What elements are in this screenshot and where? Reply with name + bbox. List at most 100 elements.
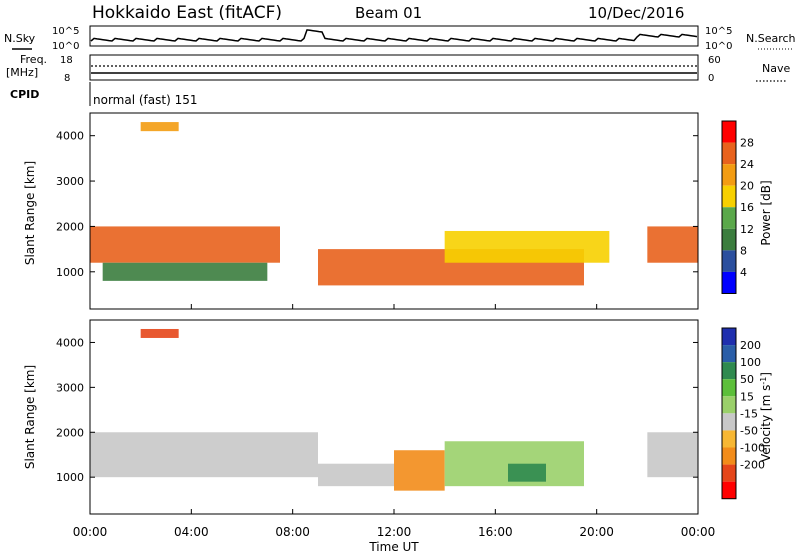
power-colorbar: 4 8 12 16 20 24 28 <box>721 120 754 294</box>
nsearch-tick-top: 10^5 <box>705 26 732 37</box>
colorbar-tick-label: 8 <box>740 244 747 257</box>
cpid-panel: CPID normal (fast) 151 <box>10 82 197 107</box>
colorbar-tick-label: 200 <box>740 339 761 352</box>
date-title: 10/Dec/2016 <box>588 4 684 22</box>
freq-tick-bottom: 8 <box>64 73 70 84</box>
colorbar-swatch <box>722 447 736 465</box>
heatmap-region-4 <box>508 463 546 482</box>
station-title: Hokkaido East (fitACF) <box>92 3 282 23</box>
heatmap-region-5 <box>647 432 698 478</box>
velocity-y-axis: 1000 2000 3000 4000 <box>56 336 698 484</box>
colorbar-swatch <box>722 121 736 143</box>
colorbar-swatch <box>722 362 736 380</box>
x-tick-label: 12:00 <box>377 525 412 539</box>
freq-frame <box>89 54 699 81</box>
x-tick-label: 08:00 <box>275 525 310 539</box>
power-colorbar-label: Power [dB] <box>759 180 773 245</box>
heatmap-region-4 <box>647 226 698 263</box>
colorbar-tick-label: -50 <box>740 424 758 437</box>
colorbar-swatch <box>722 396 736 414</box>
heatmap-region-3 <box>444 230 610 263</box>
heatmap-region-5 <box>140 122 179 132</box>
colorbar-swatch <box>722 481 736 499</box>
colorbar-tick-label: -100 <box>740 442 765 455</box>
power-y-axis: 1000 2000 3000 4000 <box>56 130 698 279</box>
heatmap-region-6 <box>140 328 179 338</box>
colorbar-swatch <box>722 207 736 229</box>
colorbar-swatch <box>722 413 736 431</box>
colorbar-tick-label: 12 <box>740 223 754 236</box>
velocity-ylabel: Slant Range [km] <box>23 365 37 469</box>
y-tick-label: 1000 <box>56 471 84 484</box>
colorbar-tick-label: 4 <box>740 266 747 279</box>
nsky-tick-top: 10^5 <box>52 26 79 37</box>
colorbar-tick-label: 24 <box>740 158 754 171</box>
velocity-heatmap <box>90 328 698 491</box>
power-x-axis <box>89 304 699 309</box>
y-tick-label: 2000 <box>56 220 84 233</box>
freq-tick-top: 18 <box>60 55 73 66</box>
velocity-colorbar: 200 100 50 15 -15 -50 -100 -200 <box>721 327 765 500</box>
colorbar-frame <box>721 327 737 500</box>
y-tick-label: 2000 <box>56 426 84 439</box>
x-tick-label: 20:00 <box>579 525 614 539</box>
colorbar-tick-label: 16 <box>740 201 754 214</box>
colorbar-swatch <box>722 228 736 251</box>
colorbar-swatch <box>722 164 736 186</box>
nsearch-label: N.Search <box>746 32 796 45</box>
nsearch-tick-bottom: 10^0 <box>705 41 732 52</box>
velocity-panel: 1000 2000 3000 4000 00:00 04:00 08:00 12:00 16:… <box>23 319 774 539</box>
power-heatmap <box>90 122 698 286</box>
heatmap-region-1 <box>102 262 268 281</box>
colorbar-swatch <box>722 430 736 448</box>
colorbar-swatch <box>722 271 736 294</box>
colorbar-tick-label: -15 <box>740 407 758 420</box>
y-tick-label: 4000 <box>56 336 84 349</box>
colorbar-tick-label: 15 <box>740 390 754 403</box>
y-tick-label: 1000 <box>56 266 84 279</box>
colorbar-tick-label: 50 <box>740 373 754 386</box>
colorbar-tick-label: 20 <box>740 180 754 193</box>
x-tick-label: 00:00 <box>73 525 108 539</box>
freq-label-top: Freq. <box>20 53 47 66</box>
nsky-line <box>90 29 698 42</box>
y-tick-label: 3000 <box>56 175 84 188</box>
power-panel: 1000 2000 3000 4000 Slant Range [km] 4 8 12 16… <box>23 112 773 310</box>
colorbar-tick-label: 100 <box>740 356 761 369</box>
y-tick-label: 4000 <box>56 130 84 143</box>
freq-label-bottom: [MHz] <box>6 66 38 79</box>
heatmap-region-0 <box>90 432 318 478</box>
nsky-tick-bottom: 10^0 <box>52 41 79 52</box>
nsky-trace <box>90 29 698 42</box>
nave-tick-top: 60 <box>708 55 721 66</box>
nave-tick-bottom: 0 <box>708 73 714 84</box>
colorbar-swatch <box>722 464 736 482</box>
heatmap-region-2 <box>394 450 445 491</box>
cpid-text: normal (fast) 151 <box>93 93 197 107</box>
nave-label: Nave <box>762 62 790 75</box>
y-tick-label: 3000 <box>56 381 84 394</box>
nsky-label: N.Sky <box>4 32 36 45</box>
colorbar-tick-label: -200 <box>740 459 765 472</box>
velocity-x-axis: 00:00 04:00 08:00 12:00 16:00 20:00 00:00 <box>73 509 716 539</box>
beam-title: Beam 01 <box>355 4 422 22</box>
colorbar-swatch <box>722 185 736 208</box>
freq-panel: Freq. [MHz] 18 8 60 0 Nave <box>6 53 790 84</box>
power-ylabel: Slant Range [km] <box>23 161 37 265</box>
velocity-colorbar-label: Velocity [m s-1] <box>759 372 774 462</box>
x-tick-label: 16:00 <box>478 525 513 539</box>
nsky-frame <box>89 25 699 47</box>
colorbar-swatch <box>722 328 736 346</box>
nsky-panel: N.Sky 10^5 10^0 10^5 10^0 N.Search <box>4 25 796 52</box>
colorbar-tick-label: 28 <box>740 137 754 150</box>
heatmap-region-0 <box>90 226 280 263</box>
colorbar-swatch <box>722 142 736 165</box>
x-tick-label: 00:00 <box>681 525 716 539</box>
heatmap-region-1 <box>318 463 394 487</box>
x-axis-label: Time UT <box>368 540 419 554</box>
x-tick-label: 04:00 <box>174 525 209 539</box>
colorbar-swatch <box>722 379 736 397</box>
cpid-label: CPID <box>10 88 39 101</box>
colorbar-frame <box>721 120 737 294</box>
